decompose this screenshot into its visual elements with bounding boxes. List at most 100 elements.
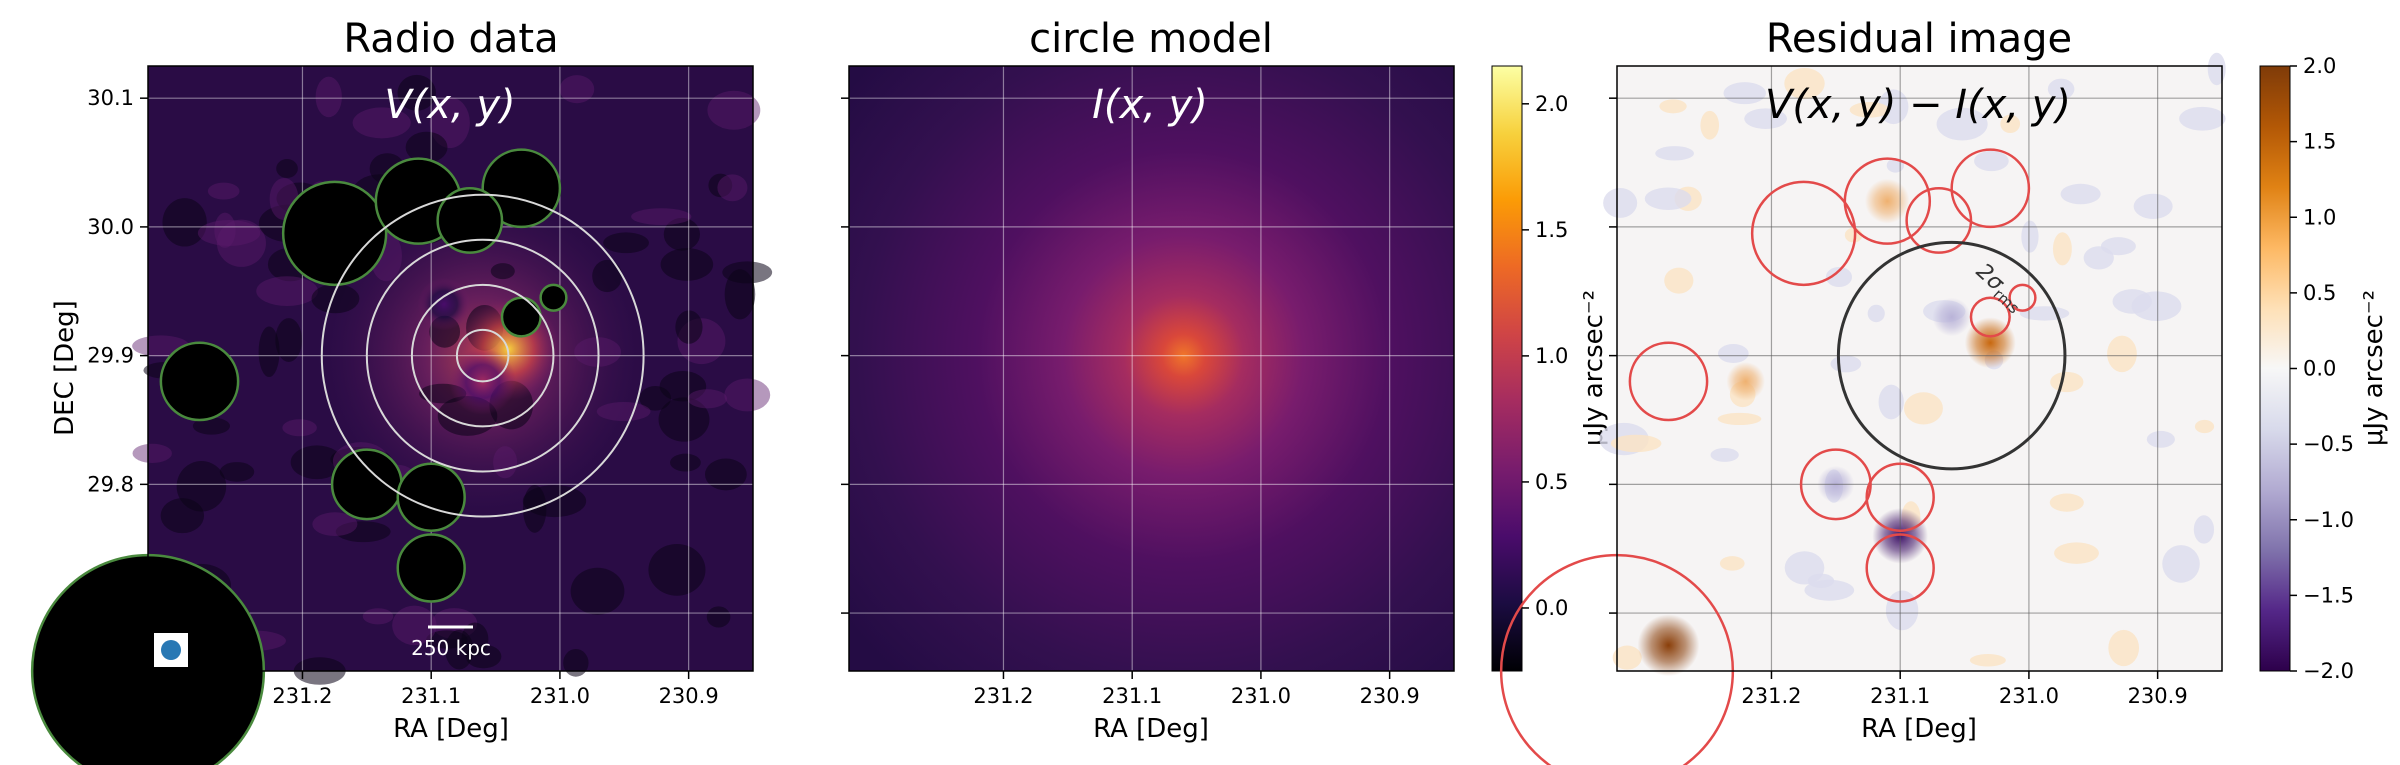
noise-blob — [1717, 344, 1749, 364]
noise-blob — [2050, 371, 2084, 393]
panel-title: Radio data — [343, 16, 558, 62]
noise-blob — [1878, 384, 1904, 420]
y-axis-ticks — [1609, 97, 1617, 614]
x-tick-label: 230.9 — [659, 684, 719, 708]
y-tick-label: 29.9 — [87, 344, 134, 368]
mask-region — [539, 283, 568, 312]
noise-blob — [162, 198, 207, 247]
noise-blob — [312, 512, 358, 537]
noise-blob — [1612, 645, 1642, 670]
noise-blob — [559, 75, 595, 104]
noise-blob — [2194, 419, 2215, 434]
colorbar-tick-label: 0.0 — [2303, 357, 2336, 381]
model-intensity — [849, 66, 1454, 671]
noise-blob — [596, 402, 651, 422]
colorbar-tick-label: 0.5 — [1535, 470, 1568, 494]
noise-blob — [490, 263, 515, 280]
mask-region — [2008, 283, 2037, 312]
panel-radio-data: Radio data V(x, y) 250 kpc 231.2 231.1 231… — [30, 16, 773, 765]
x-axis-label: RA [Deg] — [393, 714, 509, 744]
noise-blob — [405, 131, 448, 163]
noise-blob — [1885, 590, 1919, 631]
noise-blob — [2054, 542, 2099, 564]
noise-blob — [397, 74, 436, 111]
annulus-circle — [455, 328, 510, 383]
colorbar-tick-label: −0.5 — [2303, 432, 2354, 456]
colorbar-ticks: 0.0 0.5 1.0 1.5 2.0 — [1522, 92, 1568, 620]
noise-blob — [197, 220, 261, 246]
noise-blob — [563, 649, 589, 677]
y-tick-label: 29.8 — [87, 472, 134, 496]
noise-blob — [603, 232, 649, 254]
noise-blob — [1849, 102, 1890, 118]
y-tick-label: 30.0 — [87, 215, 134, 239]
noise-blob — [311, 283, 360, 314]
mask-region — [159, 341, 240, 422]
x-tick-label: 230.9 — [2128, 684, 2188, 708]
residual-feature — [1726, 362, 1766, 401]
noise-blob — [1830, 355, 1862, 373]
mask-region — [1969, 296, 2011, 338]
panel-title: Residual image — [1766, 16, 2072, 62]
x-axis-ticks: 231.2 231.1 231.0 230.9 — [272, 671, 719, 708]
colorbar-tick-label: −1.0 — [2303, 508, 2354, 532]
noise-blob — [1784, 551, 1825, 585]
colorbar-tick-label: −1.5 — [2303, 583, 2354, 607]
noise-blob — [1744, 108, 1788, 129]
noise-blob — [1664, 267, 1694, 294]
x-tick-label: 231.1 — [1102, 684, 1162, 708]
two-sigma-circle — [1836, 240, 2067, 471]
noise-blob — [724, 378, 771, 412]
noise-blob — [207, 182, 240, 200]
colorbar-tick-label: 1.0 — [2303, 205, 2336, 229]
noise-blob — [663, 217, 700, 251]
noise-blob — [461, 622, 489, 656]
x-tick-label: 231.2 — [973, 684, 1033, 708]
noise-blob — [706, 606, 731, 628]
colorbar-label: μJy arcsec⁻² — [1579, 290, 1609, 446]
noise-blob — [1644, 187, 1692, 210]
noise-blob — [290, 445, 343, 480]
mask-region — [1750, 180, 1857, 287]
colorbar-tick-label: 1.5 — [1535, 218, 1568, 242]
noise-blob — [707, 90, 761, 130]
x-tick-label: 231.0 — [530, 684, 590, 708]
noise-blob — [1784, 67, 1825, 100]
beam-marker — [154, 633, 188, 667]
colorbar-tick-label: 0.5 — [2303, 281, 2336, 305]
mask-region — [1950, 148, 2031, 229]
annulus-circle — [410, 283, 555, 428]
colorbar: 0.0 0.5 1.0 1.5 2.0 μJy arcsec⁻² — [1491, 65, 1609, 672]
annulus-circle — [365, 238, 600, 473]
panel-title: circle model — [1029, 16, 1273, 62]
noise-blob — [493, 446, 518, 479]
mask-region — [1865, 462, 1935, 532]
noise-blob — [256, 276, 318, 306]
noise-blob — [631, 208, 692, 225]
noise-blob — [276, 159, 298, 178]
noise-blob — [1717, 412, 1762, 426]
noise-blob — [275, 318, 303, 362]
x-tick-label: 231.2 — [272, 684, 332, 708]
mask-region — [500, 296, 542, 338]
panel-residual-image: Residual image 2σrms V(x, y) − I(x, y) 2… — [1499, 16, 2389, 765]
concentric-circles — [320, 193, 645, 518]
plot-area: V(x, y) 250 kpc — [30, 65, 773, 765]
noise-blob — [2100, 237, 2136, 256]
noise-blob — [1610, 434, 1662, 453]
noise-blob — [1603, 187, 1638, 218]
x-tick-label: 231.0 — [1231, 684, 1291, 708]
annotation-ixy: I(x, y) — [1092, 82, 1208, 128]
annotation-residual: V(x, y) − I(x, y) — [1765, 82, 2071, 128]
noise-blob — [2107, 335, 2137, 373]
noise-blob — [315, 76, 342, 118]
colorbar-gradient — [2259, 65, 2291, 672]
noise-blob — [2179, 106, 2226, 131]
annotation-vxy: V(x, y) — [384, 82, 515, 128]
residual-feature — [1932, 297, 1971, 337]
noise-blob — [717, 174, 748, 202]
mask-region — [281, 180, 388, 287]
noise-blob — [282, 419, 317, 437]
colorbar-tick-label: −2.0 — [2303, 659, 2354, 683]
colorbar-tick-label: 1.0 — [1535, 344, 1568, 368]
